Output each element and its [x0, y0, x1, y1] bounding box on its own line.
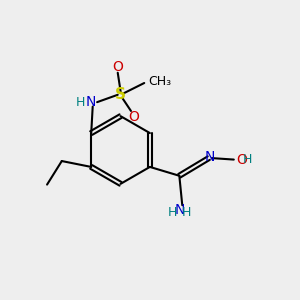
Text: N: N: [174, 202, 184, 217]
Text: H: H: [167, 206, 177, 219]
Text: S: S: [115, 87, 126, 102]
Text: N: N: [86, 95, 96, 109]
Text: CH₃: CH₃: [148, 75, 172, 88]
Text: H: H: [76, 96, 86, 109]
Text: H: H: [182, 206, 191, 219]
Text: H: H: [243, 153, 252, 166]
Text: O: O: [128, 110, 140, 124]
Text: N: N: [205, 150, 215, 164]
Text: O: O: [112, 60, 123, 74]
Text: O: O: [237, 153, 248, 166]
